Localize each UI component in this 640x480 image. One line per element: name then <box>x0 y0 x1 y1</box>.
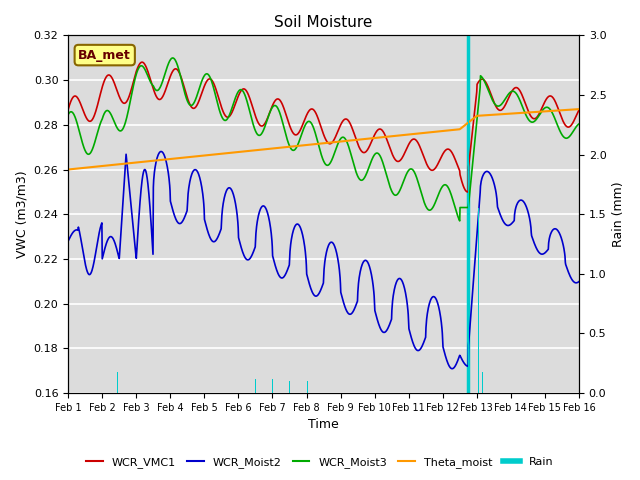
Text: BA_met: BA_met <box>78 48 131 61</box>
Y-axis label: VWC (m3/m3): VWC (m3/m3) <box>15 170 28 258</box>
Legend: WCR_VMC1, WCR_Moist2, WCR_Moist3, Theta_moist, Rain: WCR_VMC1, WCR_Moist2, WCR_Moist3, Theta_… <box>82 452 558 472</box>
Bar <box>117 372 118 393</box>
Bar <box>272 379 273 393</box>
X-axis label: Time: Time <box>308 419 339 432</box>
Bar <box>482 372 483 393</box>
Bar <box>307 381 308 393</box>
Bar <box>468 36 469 393</box>
Y-axis label: Rain (mm): Rain (mm) <box>612 181 625 247</box>
Bar <box>289 381 290 393</box>
Title: Soil Moisture: Soil Moisture <box>275 15 372 30</box>
Bar <box>255 379 256 393</box>
